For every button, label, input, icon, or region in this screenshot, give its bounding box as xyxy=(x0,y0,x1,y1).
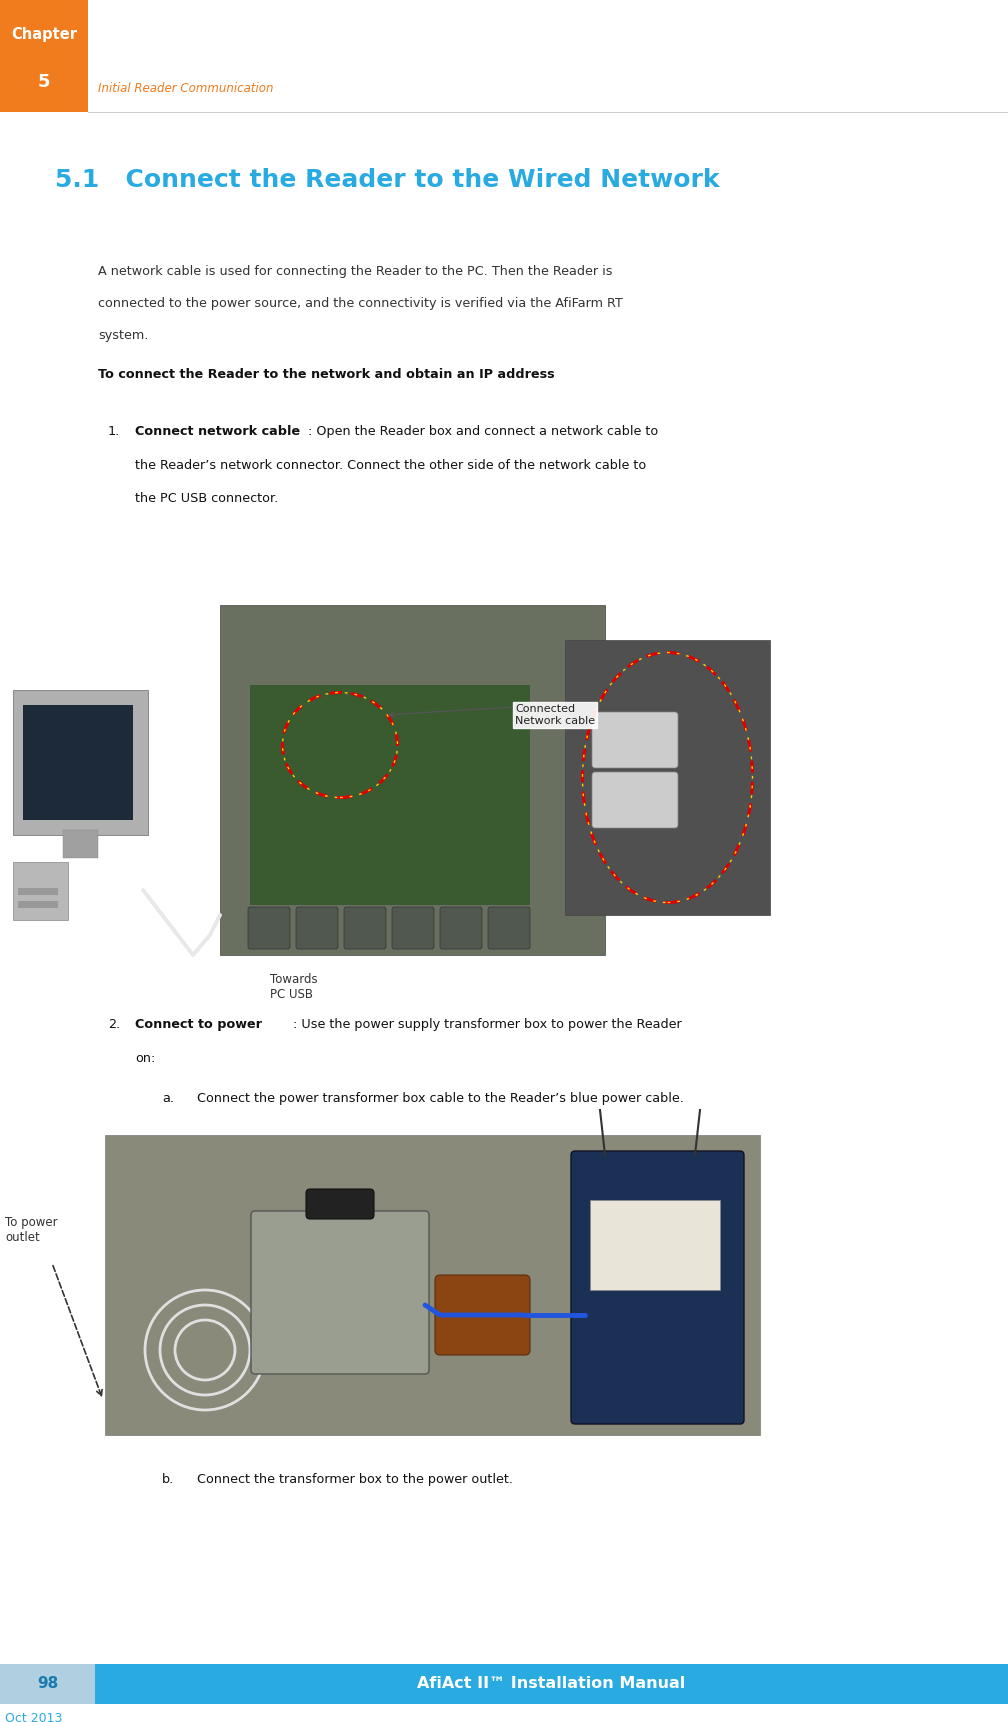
FancyBboxPatch shape xyxy=(590,1200,720,1290)
Text: To power
outlet: To power outlet xyxy=(5,1216,57,1243)
FancyBboxPatch shape xyxy=(23,704,133,820)
Text: 1.: 1. xyxy=(108,425,120,437)
FancyBboxPatch shape xyxy=(344,907,386,949)
FancyBboxPatch shape xyxy=(13,691,148,835)
FancyBboxPatch shape xyxy=(95,1663,1008,1705)
Text: A network cable is used for connecting the Reader to the PC. Then the Reader is: A network cable is used for connecting t… xyxy=(98,265,613,277)
FancyBboxPatch shape xyxy=(435,1274,530,1355)
FancyBboxPatch shape xyxy=(440,907,482,949)
FancyBboxPatch shape xyxy=(62,830,98,858)
FancyBboxPatch shape xyxy=(565,641,770,914)
FancyBboxPatch shape xyxy=(592,771,678,828)
FancyBboxPatch shape xyxy=(392,907,434,949)
Text: 5.1   Connect the Reader to the Wired Network: 5.1 Connect the Reader to the Wired Netw… xyxy=(55,169,720,191)
Text: AfiAct II™ Installation Manual: AfiAct II™ Installation Manual xyxy=(417,1677,685,1691)
Text: Connect the power transformer box cable to the Reader’s blue power cable.: Connect the power transformer box cable … xyxy=(197,1092,683,1104)
Text: Connect to power: Connect to power xyxy=(135,1018,262,1031)
FancyBboxPatch shape xyxy=(18,889,58,895)
Text: system.: system. xyxy=(98,329,148,343)
Text: Connected
Network cable: Connected Network cable xyxy=(515,704,595,725)
FancyBboxPatch shape xyxy=(250,685,530,906)
Text: 98: 98 xyxy=(37,1677,58,1691)
FancyBboxPatch shape xyxy=(571,1150,744,1424)
Text: on:: on: xyxy=(135,1052,155,1064)
FancyBboxPatch shape xyxy=(296,907,338,949)
Text: 5: 5 xyxy=(37,72,50,91)
FancyBboxPatch shape xyxy=(18,901,58,907)
Text: Chapter: Chapter xyxy=(11,26,77,41)
FancyBboxPatch shape xyxy=(0,1663,95,1705)
FancyBboxPatch shape xyxy=(220,604,605,956)
FancyBboxPatch shape xyxy=(488,907,530,949)
FancyBboxPatch shape xyxy=(251,1211,429,1374)
Text: : Open the Reader box and connect a network cable to: : Open the Reader box and connect a netw… xyxy=(308,425,658,437)
FancyBboxPatch shape xyxy=(13,863,68,920)
Text: connected to the power source, and the connectivity is verified via the AfiFarm : connected to the power source, and the c… xyxy=(98,296,623,310)
Text: Towards
PC USB: Towards PC USB xyxy=(270,973,318,1000)
Text: the PC USB connector.: the PC USB connector. xyxy=(135,492,278,505)
Text: Oct 2013: Oct 2013 xyxy=(5,1712,62,1722)
FancyBboxPatch shape xyxy=(248,907,290,949)
Text: the Reader’s network connector. Connect the other side of the network cable to: the Reader’s network connector. Connect … xyxy=(135,458,646,472)
FancyBboxPatch shape xyxy=(0,0,88,112)
FancyBboxPatch shape xyxy=(306,1188,374,1219)
Text: : Use the power supply transformer box to power the Reader: : Use the power supply transformer box t… xyxy=(293,1018,681,1031)
Text: Connect the transformer box to the power outlet.: Connect the transformer box to the power… xyxy=(197,1472,513,1486)
Text: b.: b. xyxy=(162,1472,174,1486)
Text: To connect the Reader to the network and obtain an IP address: To connect the Reader to the network and… xyxy=(98,369,554,381)
Text: Initial Reader Communication: Initial Reader Communication xyxy=(98,81,273,95)
FancyBboxPatch shape xyxy=(592,711,678,768)
Text: Connect network cable: Connect network cable xyxy=(135,425,300,437)
FancyBboxPatch shape xyxy=(105,1135,760,1434)
Text: a.: a. xyxy=(162,1092,174,1104)
Text: 2.: 2. xyxy=(108,1018,120,1031)
